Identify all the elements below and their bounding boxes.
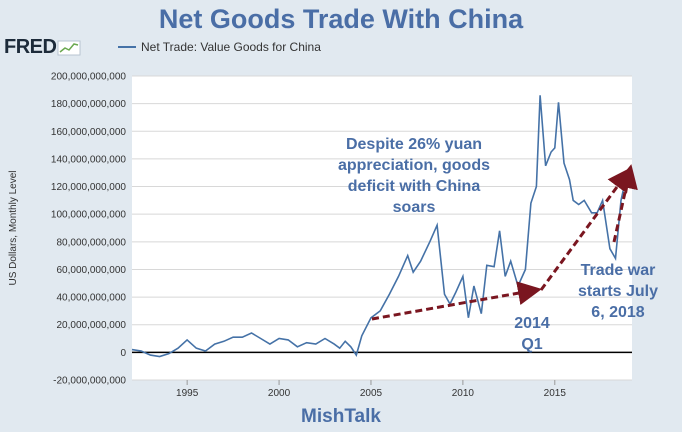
fred-logo-text: FRED [4, 36, 57, 58]
y-tick-label: 200,000,000,000 [51, 72, 127, 83]
y-tick-label: 40,000,000,000 [56, 293, 126, 304]
annotation-tradewar-line-3: 6, 2018 [591, 304, 644, 321]
x-tick-label: 2000 [268, 388, 291, 399]
chart-title: Net Goods Trade With China [158, 4, 524, 34]
y-tick-label: 100,000,000,000 [51, 210, 127, 221]
y-axis-label: US Dollars, Monthly Level [8, 170, 19, 285]
x-tick-label: 2005 [360, 388, 383, 399]
annotation-yuan-line-1: Despite 26% yuan [346, 136, 482, 153]
fred-chart-icon [57, 40, 81, 55]
y-tick-label: -20,000,000,000 [53, 376, 126, 387]
legend-swatch [118, 46, 136, 48]
plot-area [132, 76, 632, 380]
fred-logo[interactable]: FRED [4, 36, 82, 59]
x-tick-label: 2010 [452, 388, 475, 399]
gridlines [132, 75, 632, 381]
x-tick-label: 1995 [176, 388, 199, 399]
annotation-yuan-line-4: soars [393, 199, 436, 216]
annotation-yuan-line-3: deficit with China [348, 178, 481, 195]
legend-label: Net Trade: Value Goods for China [141, 40, 321, 54]
y-tick-label: 0 [120, 348, 126, 359]
annotation-yuan-line-2: appreciation, goods [338, 157, 490, 174]
y-tick-label: 120,000,000,000 [51, 182, 127, 193]
legend: Net Trade: Value Goods for China [118, 40, 321, 54]
annotation-tradewar-line-1: Trade war [581, 262, 656, 279]
x-axis-ticks: 1995 2000 2005 2010 2015 [176, 380, 566, 399]
y-tick-label: 180,000,000,000 [51, 99, 127, 110]
y-tick-label: 60,000,000,000 [56, 265, 126, 276]
trend-arrow-2005-2014 [371, 281, 542, 321]
annotation-tradewar-line-2: starts July [578, 283, 658, 300]
x-tick-label: 2015 [544, 388, 567, 399]
y-axis-ticks: -20,000,000,000 0 20,000,000,000 40,000,000… [51, 72, 127, 387]
series-line [131, 95, 631, 358]
trend-arrow-2018-2019 [612, 164, 638, 243]
y-tick-label: 160,000,000,000 [51, 127, 127, 138]
y-tick-label: 20,000,000,000 [56, 320, 126, 331]
y-tick-label: 80,000,000,000 [56, 237, 126, 248]
y-tick-label: 140,000,000,000 [51, 154, 127, 165]
annotation-2014-line-1: 2014 [514, 315, 550, 332]
footer-mishtalk: MishTalk [301, 406, 381, 427]
trend-arrow-2014-2019 [539, 167, 632, 291]
annotation-2014-line-2: Q1 [521, 336, 542, 353]
